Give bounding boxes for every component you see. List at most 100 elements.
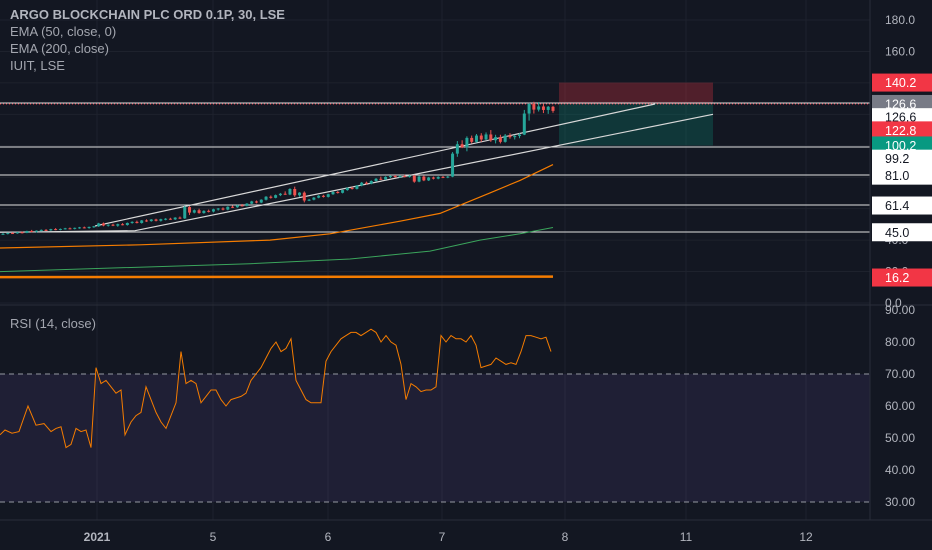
chart-title[interactable]: ARGO BLOCKCHAIN PLC ORD 0.1P, 30, LSE: [10, 7, 285, 22]
candle-body: [140, 220, 144, 223]
candle-body: [221, 208, 225, 210]
candle-body: [503, 135, 507, 142]
price-level-tag: [872, 73, 932, 92]
candle-body: [345, 187, 349, 191]
candle-body: [379, 178, 383, 180]
candle-body: [254, 201, 258, 203]
candle-body: [58, 228, 62, 230]
candle-body: [364, 182, 368, 184]
candle-body: [202, 210, 206, 214]
candle-body: [302, 192, 306, 201]
price-level-tag: [872, 121, 932, 140]
candle-body: [508, 135, 512, 138]
time-tick-label: 2021: [84, 530, 111, 544]
candle-body: [183, 207, 187, 219]
price-level-tag: [872, 166, 932, 185]
ema-200-legend[interactable]: EMA (200, close): [10, 41, 109, 56]
candle-body: [465, 137, 469, 148]
candle-body: [173, 217, 177, 220]
rsi-tick-label: 80.00: [885, 335, 915, 349]
candle-body: [197, 210, 201, 214]
rsi-band: [0, 374, 870, 502]
candle-body: [159, 219, 163, 221]
candle-body: [111, 224, 115, 226]
candle-body: [312, 197, 316, 200]
price-level-tag-label: 99.2: [885, 152, 909, 166]
candle-body: [144, 220, 148, 222]
candle-body: [39, 229, 43, 231]
main-legend: ARGO BLOCKCHAIN PLC ORD 0.1P, 30, LSE EM…: [10, 6, 285, 74]
candle-body: [403, 176, 407, 178]
candle-body: [235, 205, 239, 208]
candle-body: [541, 106, 545, 110]
candle-body: [288, 189, 292, 195]
candle-body: [360, 182, 364, 186]
candle-body: [427, 177, 431, 181]
take-profit-zone[interactable]: [559, 103, 713, 146]
candle-body: [278, 193, 282, 196]
price-level-tag: [872, 223, 932, 242]
position-tool[interactable]: [559, 82, 713, 146]
candle-body: [398, 176, 402, 178]
time-tick-label: 11: [680, 530, 693, 544]
time-tick-label: 6: [325, 530, 332, 544]
candle-body: [369, 180, 373, 184]
iuit-legend[interactable]: IUIT, LSE: [10, 58, 65, 73]
candle-body: [240, 205, 244, 207]
rsi-legend[interactable]: RSI (14, close): [10, 316, 96, 331]
rsi-axis[interactable]: 90.00 80.00 70.00 60.00 50.00 40.00 30.00: [885, 303, 915, 509]
candle-body: [451, 153, 455, 177]
candle-body: [388, 175, 392, 177]
candle-body: [537, 106, 541, 110]
price-level-tag-label: 61.4: [885, 199, 909, 213]
candle-body: [336, 192, 340, 194]
candle-body: [522, 113, 526, 135]
candle-body: [441, 176, 445, 178]
rsi-tick-label: 40.00: [885, 463, 915, 477]
candle-body: [97, 223, 101, 227]
candle-body: [164, 218, 168, 220]
price-level-tag-label: 81.0: [885, 169, 909, 183]
candle-body: [412, 175, 416, 182]
candle-body: [54, 229, 58, 231]
stop-loss-zone[interactable]: [559, 82, 713, 104]
price-level-tag: [872, 268, 932, 287]
price-level-tag-label: 140.2: [885, 76, 916, 90]
candle-body: [274, 195, 278, 198]
candle-body: [231, 206, 235, 208]
candle-body: [188, 207, 192, 213]
candle-body: [154, 219, 158, 221]
candle-body: [384, 176, 388, 180]
candle-body: [326, 194, 330, 197]
candle-body: [527, 103, 531, 114]
candle-body: [546, 106, 550, 110]
candle-body: [207, 210, 211, 212]
candle-body: [34, 230, 38, 232]
price-level-tag: [872, 196, 932, 215]
ema-50-legend[interactable]: EMA (50, close, 0): [10, 24, 117, 39]
channel-upper-line[interactable]: [94, 103, 656, 227]
candle-body: [106, 224, 110, 226]
candle-body: [44, 229, 48, 231]
candle-body: [135, 221, 139, 223]
rsi-tick-label: 30.00: [885, 495, 915, 509]
candle-body: [374, 178, 378, 181]
candle-body: [317, 195, 321, 198]
candle-body: [130, 221, 134, 223]
candle-body: [78, 227, 82, 229]
candles: [1, 101, 555, 235]
price-tick-label: 0.0: [885, 296, 902, 310]
candle-body: [15, 232, 19, 234]
time-axis[interactable]: 2021 5 6 7 8 11 12: [84, 530, 813, 544]
candle-body: [192, 210, 196, 213]
time-tick-label: 12: [799, 530, 813, 544]
candle-body: [474, 135, 478, 142]
rsi-line: [0, 328, 552, 449]
candle-body: [68, 228, 72, 230]
time-tick-label: 5: [210, 530, 217, 544]
channel-lower-line[interactable]: [0, 113, 714, 233]
horizontal-lines[interactable]: [0, 102, 870, 233]
candle-body: [6, 233, 10, 235]
price-level-tag-label: 126.6: [885, 111, 916, 125]
